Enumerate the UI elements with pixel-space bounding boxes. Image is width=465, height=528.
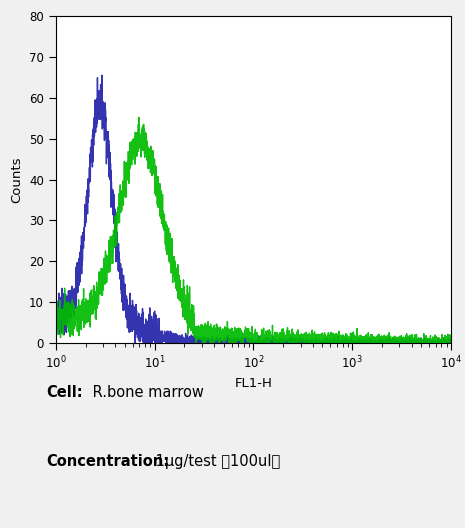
Text: R.bone marrow: R.bone marrow bbox=[88, 385, 204, 400]
X-axis label: FL1-H: FL1-H bbox=[234, 377, 272, 390]
Text: 1μg/test （100ul）: 1μg/test （100ul） bbox=[151, 454, 280, 469]
Text: Concentration:: Concentration: bbox=[46, 454, 170, 469]
Text: Cell:: Cell: bbox=[46, 385, 83, 400]
Y-axis label: Counts: Counts bbox=[11, 156, 24, 203]
